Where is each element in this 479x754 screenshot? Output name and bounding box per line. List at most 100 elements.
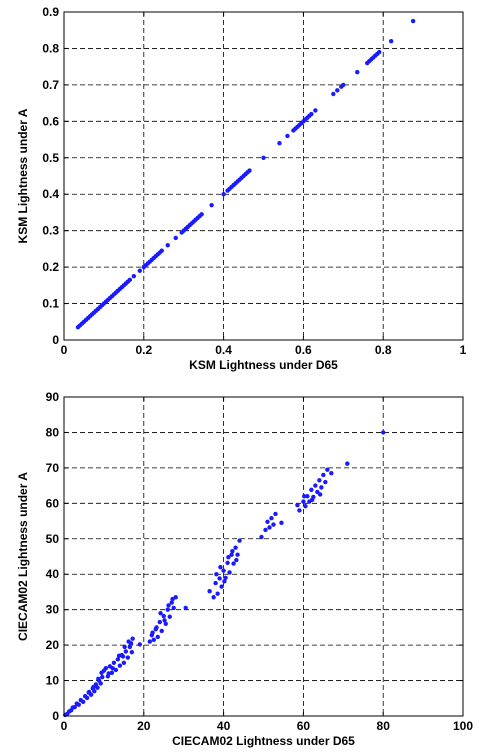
data-point: [115, 657, 121, 662]
data-point: [155, 634, 160, 640]
data-point: [221, 568, 226, 573]
data-point: [110, 665, 115, 671]
data-point: [137, 268, 143, 273]
data-point: [162, 618, 167, 623]
data-point: [388, 38, 394, 44]
data-point: [86, 690, 91, 695]
data-point: [313, 483, 318, 488]
data-point: [297, 508, 302, 513]
data-point: [159, 248, 164, 253]
data-point: [329, 471, 334, 476]
data-point: [237, 538, 242, 543]
data-point: [199, 212, 204, 217]
data-point: [217, 576, 222, 581]
data-point: [335, 88, 340, 93]
data-point: [111, 660, 117, 666]
data-point: [170, 596, 175, 602]
data-point: [345, 461, 350, 466]
data-point: [165, 607, 170, 612]
data-point: [151, 637, 156, 642]
data-point: [313, 108, 318, 113]
data-point: [222, 579, 227, 584]
data-point: [219, 584, 224, 589]
x-axis-label: CIECAM02 Lightness under D65: [172, 734, 355, 748]
data-point: [84, 695, 90, 701]
x-axis-label: KSM Lightness under D65: [189, 358, 338, 372]
data-point: [303, 503, 308, 509]
data-point: [267, 525, 272, 530]
y-tick-label: 0.4: [42, 187, 59, 201]
data-point: [95, 685, 100, 690]
data-point: [154, 625, 159, 630]
data-point: [226, 555, 231, 560]
data-point: [121, 660, 127, 666]
data-point: [92, 688, 97, 694]
ksm-lightness-chart: 0 0.2 0.4 0.6 0.8 1 0 0.1 0.2 0.3 0.4 0.5 0.6 0.7 0.8 0…: [16, 5, 467, 372]
y-tick-label: 10: [46, 674, 60, 688]
x-tick-label: 100: [453, 719, 473, 733]
data-point: [116, 653, 122, 658]
data-point: [126, 639, 131, 644]
data-point: [269, 516, 274, 521]
x-tick-label: 1: [460, 343, 467, 357]
data-point: [229, 552, 234, 557]
data-point: [227, 570, 232, 575]
data-point: [317, 492, 323, 497]
data-point: [166, 603, 171, 608]
data-point: [323, 479, 328, 485]
data-point: [130, 636, 135, 641]
data-point: [225, 560, 230, 566]
data-point: [218, 564, 223, 570]
data-point: [234, 557, 239, 563]
y-tick-label: 0.3: [42, 224, 59, 238]
data-point: [325, 467, 330, 472]
data-point: [161, 613, 166, 619]
x-tick-label: 0.2: [135, 343, 152, 357]
plot-area: [64, 397, 463, 716]
y-tick-label: 0: [52, 709, 59, 723]
data-point: [183, 605, 188, 611]
data-point: [309, 111, 314, 117]
data-point: [167, 614, 172, 619]
x-tick-label: 20: [137, 719, 151, 733]
data-point: [158, 611, 163, 616]
data-point: [214, 572, 219, 577]
data-point: [106, 671, 111, 676]
y-axis-label: CIECAM02 Lightness under A: [16, 472, 30, 641]
y-tick-label: 70: [46, 461, 60, 475]
y-tick-label: 0.7: [42, 78, 59, 92]
data-point: [131, 274, 137, 279]
data-point: [99, 670, 104, 675]
data-point: [171, 605, 176, 611]
data-point: [331, 91, 336, 97]
data-point: [137, 642, 143, 647]
data-point: [247, 168, 252, 173]
data-point: [231, 561, 236, 566]
data-point: [96, 676, 101, 681]
data-point: [125, 655, 131, 660]
data-point: [319, 485, 324, 490]
y-tick-label: 20: [46, 638, 60, 652]
y-tick-label: 0: [52, 333, 59, 347]
data-point: [221, 192, 226, 197]
data-point: [271, 522, 276, 527]
y-axis-label: KSM Lightness under A: [16, 108, 30, 243]
data-point: [223, 575, 228, 580]
x-tick-label: 0.8: [375, 343, 392, 357]
y-tick-label: 60: [46, 496, 60, 510]
data-point: [233, 545, 238, 550]
data-point: [91, 684, 96, 690]
data-point: [150, 630, 155, 635]
data-point: [211, 595, 216, 600]
data-point: [213, 580, 218, 586]
data-point: [261, 155, 266, 160]
data-point: [277, 141, 282, 146]
data-point: [309, 497, 315, 502]
data-point: [169, 600, 174, 605]
data-point: [117, 663, 123, 668]
x-tick-label: 60: [297, 719, 311, 733]
x-tick-label: 0.6: [295, 343, 312, 357]
data-point: [309, 487, 314, 493]
data-point: [410, 18, 416, 24]
